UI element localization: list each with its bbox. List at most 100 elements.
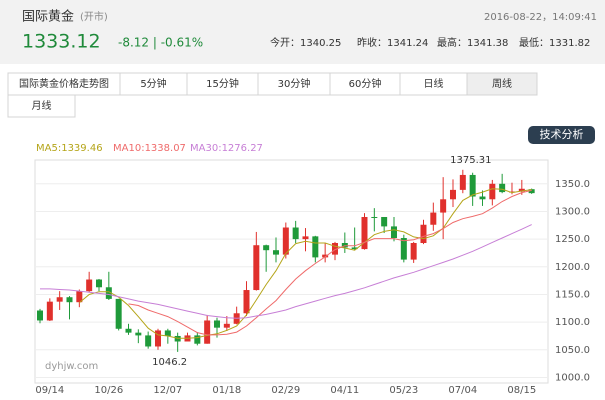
candle-body bbox=[381, 216, 388, 227]
plot-frame bbox=[34, 159, 549, 384]
tab[interactable]: 日线 bbox=[424, 77, 444, 90]
stats: 今开：1340.25 昨收：1341.24 最高：1341.38 最低：1331.82 bbox=[270, 36, 590, 49]
candle-body bbox=[154, 330, 161, 347]
y-tick-label: 1200.0 bbox=[555, 262, 590, 273]
stat: 最低：1331.82 bbox=[519, 36, 590, 49]
tab[interactable]: 5分钟 bbox=[140, 77, 166, 90]
candle-body bbox=[469, 174, 476, 197]
candle-body bbox=[56, 297, 63, 302]
candle-body bbox=[371, 216, 378, 218]
y-tick-label: 1350.0 bbox=[555, 179, 590, 190]
candle-body bbox=[508, 191, 515, 193]
y-tick-label: 1100.0 bbox=[555, 317, 590, 328]
status: (开市) bbox=[80, 10, 108, 23]
candle-body bbox=[105, 287, 112, 299]
candle-body bbox=[302, 236, 309, 240]
candle-body bbox=[331, 243, 338, 255]
candle-body bbox=[213, 320, 220, 328]
candle-body bbox=[282, 227, 289, 255]
legend-entry: MA5:1339.46 bbox=[36, 143, 103, 154]
tab[interactable]: 月线 bbox=[32, 99, 52, 112]
candle-body bbox=[125, 328, 132, 333]
candle-body bbox=[341, 243, 348, 248]
candle-body bbox=[46, 301, 53, 321]
legend-entry: MA30:1276.27 bbox=[190, 143, 263, 154]
x-tick-label: 02/29 bbox=[271, 385, 300, 396]
candle-body bbox=[420, 224, 427, 244]
tab[interactable]: 国际黄金价格走势图 bbox=[19, 77, 109, 90]
candle-body bbox=[489, 183, 496, 200]
tab[interactable]: 30分钟 bbox=[278, 77, 311, 90]
analysis-button-bg[interactable] bbox=[528, 126, 595, 144]
datetime: 2016-08-22，14:09:41 bbox=[484, 12, 597, 23]
candle-body bbox=[253, 245, 260, 291]
candle-body bbox=[351, 247, 358, 250]
candle-body bbox=[449, 189, 456, 200]
candle-body bbox=[145, 335, 152, 347]
x-tick-label: 01/18 bbox=[212, 385, 241, 396]
x-tick-label: 12/07 bbox=[153, 385, 182, 396]
candle-body bbox=[263, 245, 270, 251]
candle-body bbox=[66, 297, 73, 303]
candle-body bbox=[95, 279, 102, 288]
watermark: dyhjw.com bbox=[45, 361, 98, 372]
x-tick-label: 08/15 bbox=[507, 385, 536, 396]
x-tick-label: 10/26 bbox=[94, 385, 123, 396]
ma-line bbox=[128, 189, 532, 336]
candle-body bbox=[312, 236, 319, 258]
x-tick-label: 07/04 bbox=[448, 385, 477, 396]
tab[interactable]: 15分钟 bbox=[206, 77, 239, 90]
y-tick-label: 1050.0 bbox=[555, 345, 590, 356]
candle-body bbox=[528, 189, 535, 194]
candle-body bbox=[292, 227, 299, 240]
candle-body bbox=[37, 310, 43, 321]
ma-line bbox=[78, 188, 532, 339]
candle-body bbox=[430, 212, 437, 225]
candle-body bbox=[194, 335, 201, 344]
stat: 昨收：1341.24 bbox=[357, 36, 428, 49]
x-tick-label: 04/11 bbox=[330, 385, 359, 396]
header-bg bbox=[0, 0, 605, 64]
candle-body bbox=[164, 330, 171, 336]
ma-line bbox=[40, 224, 532, 319]
candle-body bbox=[76, 291, 83, 303]
x-tick-label: 05/23 bbox=[389, 385, 418, 396]
candle-body bbox=[400, 238, 407, 260]
tab[interactable]: 60分钟 bbox=[349, 77, 382, 90]
candle-body bbox=[479, 196, 486, 200]
y-tick-label: 1300.0 bbox=[555, 206, 590, 217]
tab-bg[interactable] bbox=[7, 94, 76, 118]
candle-body bbox=[459, 174, 466, 190]
title: 国际黄金 bbox=[22, 9, 74, 25]
candle-body bbox=[135, 332, 142, 336]
candle-body bbox=[174, 335, 181, 342]
candle-body bbox=[272, 250, 279, 255]
legend-entry: MA10:1338.07 bbox=[113, 143, 186, 154]
candle-body bbox=[499, 183, 506, 193]
candle-body bbox=[518, 188, 525, 192]
y-tick-label: 1250.0 bbox=[555, 234, 590, 245]
candle-body bbox=[204, 320, 211, 344]
x-tick-label: 09/14 bbox=[35, 385, 64, 396]
tab-bg[interactable] bbox=[466, 72, 538, 96]
candle-body bbox=[440, 199, 447, 213]
min-annotation: 1046.2 bbox=[152, 357, 187, 368]
candle-body bbox=[115, 298, 122, 329]
stat: 今开：1340.25 bbox=[270, 36, 341, 49]
y-tick-label: 1000.0 bbox=[555, 372, 590, 383]
candle-body bbox=[243, 290, 250, 314]
max-annotation: 1375.31 bbox=[450, 155, 491, 166]
tab[interactable]: 周线 bbox=[492, 77, 512, 90]
candle-body bbox=[223, 323, 230, 328]
candle-body bbox=[361, 216, 368, 250]
candle-body bbox=[410, 243, 417, 260]
y-tick-label: 1150.0 bbox=[555, 289, 590, 300]
stat: 最高：1341.38 bbox=[437, 36, 508, 49]
analysis-button[interactable]: 技术分析 bbox=[540, 127, 584, 141]
candle-body bbox=[86, 279, 93, 292]
change: -8.12 | -0.61% bbox=[118, 36, 203, 50]
candle-body bbox=[390, 226, 397, 239]
